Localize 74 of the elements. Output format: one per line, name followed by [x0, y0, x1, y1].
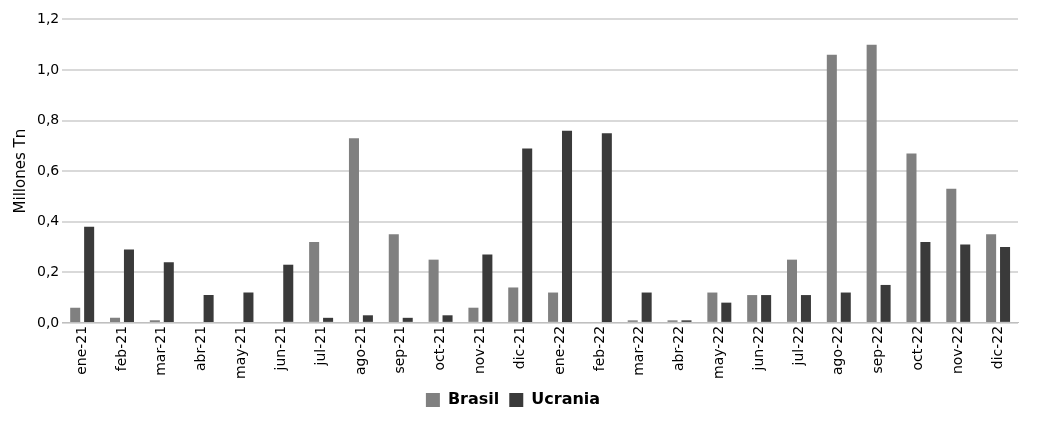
- bar: [880, 284, 891, 322]
- bar: [243, 292, 254, 322]
- bar: [800, 295, 811, 322]
- x-tick-label: dic-22: [988, 325, 1005, 370]
- bar: [428, 259, 439, 322]
- x-tick-label: feb-22: [590, 325, 607, 372]
- y-tick-label: 1,0: [37, 60, 60, 77]
- x-tick-label: may-22: [709, 325, 726, 379]
- x-tick-label: sep-21: [391, 325, 408, 374]
- legend-label: Brasil: [447, 389, 500, 409]
- bar: [906, 153, 917, 322]
- x-tick-label: nov-21: [471, 325, 488, 375]
- x-tick-label: sep-22: [869, 325, 886, 374]
- y-axis-title: Millones Tn: [10, 128, 29, 214]
- bar: [309, 241, 320, 322]
- x-tick-label: ago-21: [351, 325, 368, 376]
- bar: [747, 295, 758, 322]
- bar: [203, 295, 214, 322]
- x-tick-label: oct-21: [431, 325, 448, 371]
- bar: [562, 130, 573, 322]
- x-tick-label: may-21: [232, 325, 249, 379]
- bar: [920, 241, 931, 322]
- bar: [1000, 247, 1011, 322]
- bar: [826, 54, 837, 322]
- bar: [960, 244, 971, 322]
- bar: [601, 133, 612, 322]
- bar: [721, 302, 732, 322]
- bar: [641, 292, 652, 322]
- x-tick-label: oct-22: [909, 325, 926, 371]
- y-tick-label: 0,6: [37, 161, 60, 178]
- bar: [508, 287, 519, 322]
- bar: [402, 317, 413, 322]
- x-tick-label: nov-22: [948, 325, 965, 375]
- x-tick-label: jun-21: [271, 325, 288, 372]
- x-tick-label: abr-21: [192, 325, 209, 372]
- x-tick-label: ene-22: [550, 325, 567, 375]
- bar: [348, 138, 359, 322]
- x-tick-label: jun-22: [749, 325, 766, 372]
- bar: [986, 234, 997, 322]
- y-tick-label: 0,2: [37, 262, 60, 279]
- bar: [442, 315, 453, 322]
- bar: [482, 254, 493, 322]
- legend-label: Ucrania: [531, 389, 601, 409]
- y-tick-label: 0,8: [37, 111, 60, 128]
- bar: [70, 307, 81, 322]
- y-tick-label: 1,2: [37, 10, 60, 27]
- bar: [362, 315, 373, 322]
- y-tick-label: 0,0: [37, 313, 60, 330]
- x-tick-label: mar-21: [152, 325, 169, 376]
- x-tick-label: ene-21: [72, 325, 89, 375]
- bar: [707, 292, 718, 322]
- bar: [283, 264, 294, 322]
- bar: [866, 44, 877, 322]
- x-tick-label: jul-21: [311, 325, 328, 367]
- bar: [110, 317, 121, 322]
- x-tick-label: ago-22: [829, 325, 846, 376]
- y-tick-label: 0,4: [37, 212, 60, 229]
- bar: [548, 292, 559, 322]
- bar: [468, 307, 479, 322]
- x-tick-label: mar-22: [630, 325, 647, 376]
- bar: [388, 234, 399, 322]
- x-tick-label: feb-21: [112, 325, 129, 372]
- bar: [323, 317, 334, 322]
- bar: [84, 226, 95, 322]
- bar: [123, 249, 134, 322]
- bar: [522, 148, 533, 322]
- bar: [761, 295, 772, 322]
- x-tick-label: jul-22: [789, 325, 806, 367]
- bar: [786, 259, 798, 322]
- bar: [946, 188, 957, 322]
- bar: [840, 292, 851, 322]
- bar: [163, 262, 174, 322]
- x-tick-label: abr-22: [670, 325, 687, 372]
- x-tick-label: dic-21: [510, 325, 527, 370]
